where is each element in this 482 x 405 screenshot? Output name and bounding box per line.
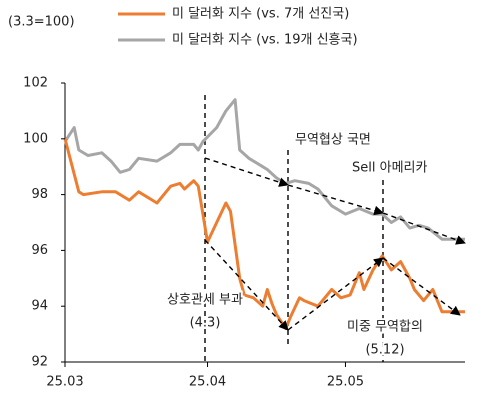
trend-arrows: [204, 157, 466, 331]
x-tick-label: 25.05: [327, 375, 364, 390]
annotation: (4.3): [190, 316, 221, 331]
x-tick-label: 25.03: [46, 375, 83, 390]
annotation: 상호관세 부과: [167, 293, 243, 308]
y-tick-label: 96: [31, 243, 48, 258]
series-line: [63, 138, 465, 330]
annotation: 미중 무역합의: [347, 320, 423, 335]
annotation: (5.12): [365, 343, 404, 358]
series-line: [63, 98, 465, 241]
x-tick-label: 25.04: [189, 375, 226, 390]
annotation: 무역협상 국면: [295, 133, 371, 148]
legend-label: 미 달러화 지수 (vs. 7개 선진국): [172, 7, 349, 22]
y-tick-label: 100: [23, 131, 48, 146]
y-tick-label: 92: [31, 355, 48, 370]
subtitle: (3.3=100): [8, 15, 75, 30]
annotation: Sell 아메리카: [352, 161, 427, 176]
legend-label: 미 달러화 지수 (vs. 19개 신흥국): [172, 33, 358, 48]
y-tick-label: 102: [23, 76, 48, 91]
y-tick-label: 94: [31, 299, 48, 314]
y-tick-label: 98: [31, 187, 48, 202]
